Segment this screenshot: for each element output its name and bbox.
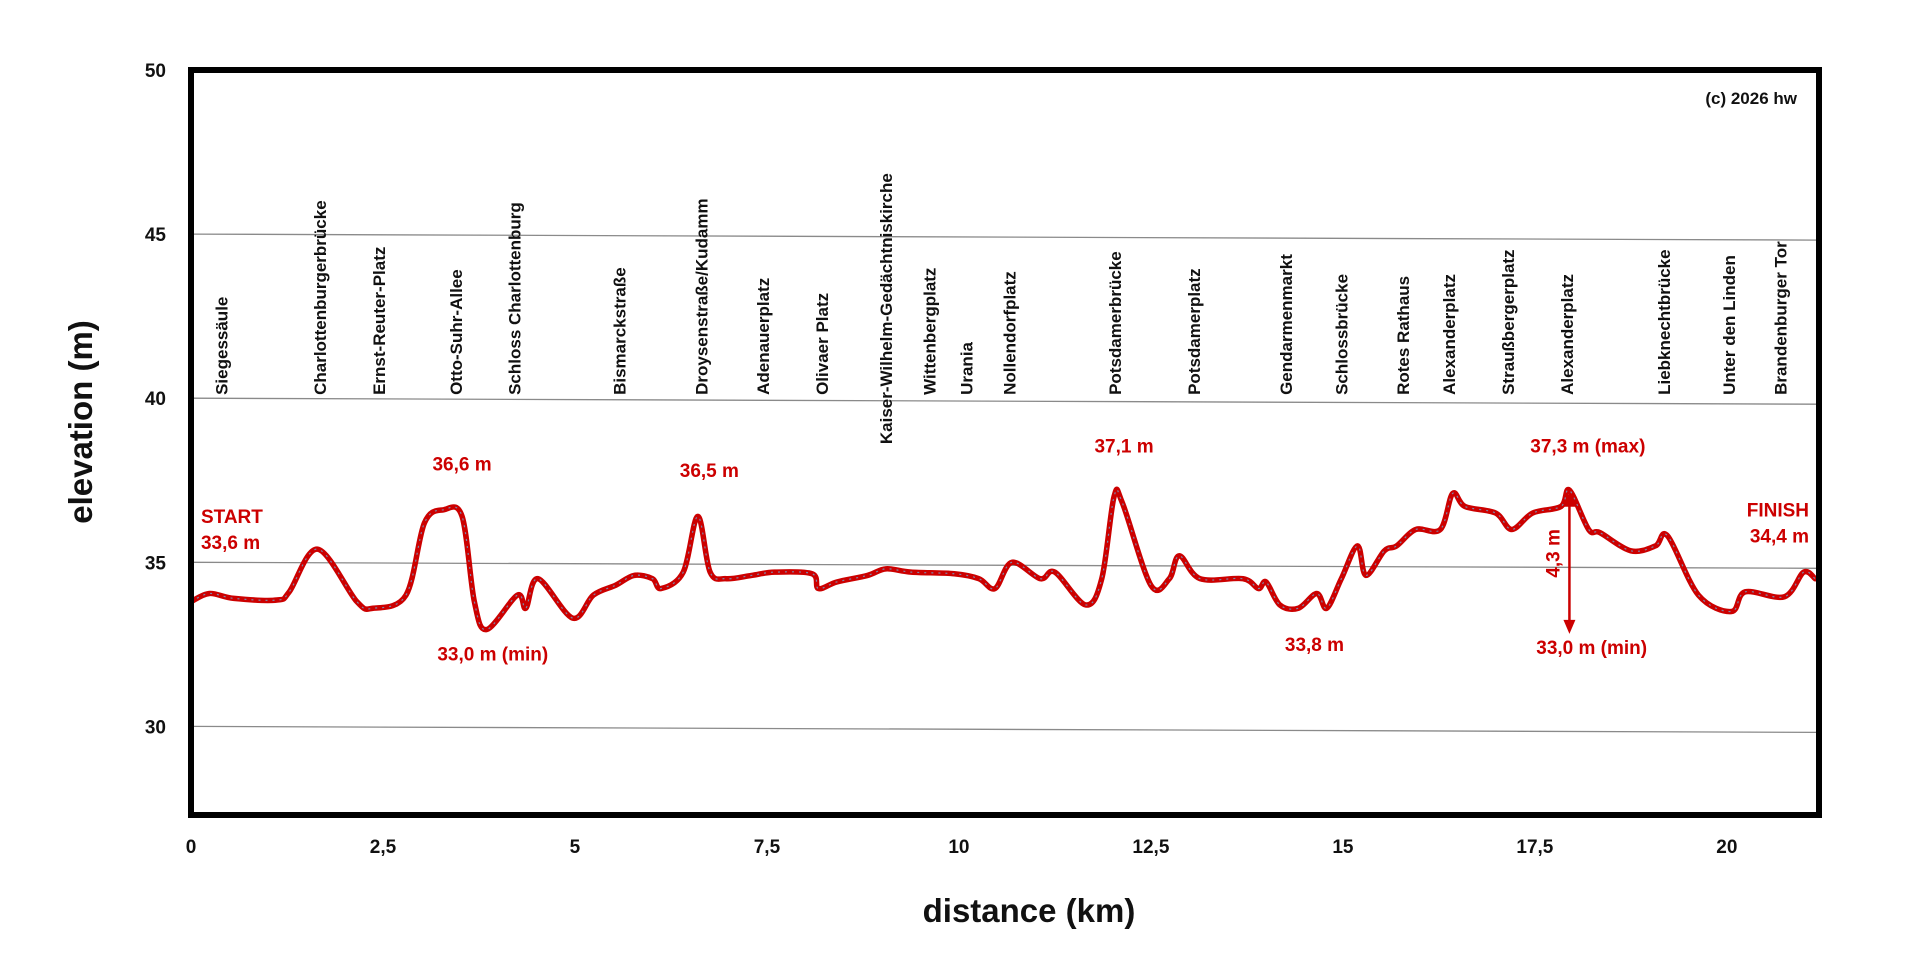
place-label: Adenauerplatz (754, 278, 773, 395)
place-label: Potsdamerplatz (1185, 268, 1204, 395)
place-label: Straußbergerplatz (1499, 249, 1518, 394)
annotation-label: FINISH (1747, 500, 1809, 521)
annotation-label: 36,5 m (680, 461, 739, 482)
place-label: Nollendorfplatz (1001, 271, 1020, 395)
annotations: START 33,6 m 36,6 m 33,0 m (min) 36,5 m 37,1 … (201, 436, 1809, 665)
annotation-label: 36,6 m (432, 454, 491, 475)
elevation-series (188, 486, 1818, 633)
elevation-line (188, 486, 1818, 633)
place-label: Wittenbergplatz (921, 268, 940, 395)
y-axis-label: elevation (m) (62, 320, 99, 524)
annotation-label: START (201, 507, 263, 528)
place-label: Kaiser-Wilhelm-Gedächtniskirche (877, 173, 896, 444)
y-tick-label: 40 (145, 389, 166, 410)
place-label: Ernst-Reuter-Platz (370, 247, 389, 395)
x-tick-label: 2,5 (370, 837, 397, 858)
place-label: Brandenburger Tor (1772, 241, 1791, 395)
annotation-label: 37,1 m (1094, 436, 1153, 457)
place-labels: Siegessäule Charlottenburgerbrücke Ernst-R… (213, 173, 1791, 444)
annotation-label: 33,6 m (201, 533, 260, 554)
place-label: Droysenstraße/Kudamm (693, 198, 712, 395)
place-label: Alexanderplatz (1558, 274, 1577, 395)
y-tick-label: 35 (145, 553, 167, 574)
annotation-label: 33,8 m (1285, 635, 1344, 656)
annotation-label: 33,0 m (min) (1536, 638, 1647, 659)
place-label: Otto-Suhr-Allee (447, 269, 466, 395)
annotation-label: 37,3 m (max) (1530, 436, 1645, 457)
x-axis-ticks: 0 2,5 5 7,5 10 12,5 15 17,5 20 (186, 837, 1738, 858)
x-tick-label: 20 (1716, 837, 1737, 858)
x-tick-label: 12,5 (1132, 837, 1169, 858)
place-label: Rotes Rathaus (1394, 276, 1413, 395)
annotation-label: 34,4 m (1750, 527, 1809, 548)
x-axis-label: distance (km) (923, 892, 1136, 929)
place-label: Gendarmenmarkt (1277, 254, 1296, 395)
place-label: Schloss Charlottenburg (505, 202, 524, 395)
gridline (190, 725, 1820, 734)
place-label: Charlottenburgerbrücke (311, 200, 330, 395)
x-tick-label: 10 (948, 837, 969, 858)
place-label: Siegessäule (213, 297, 232, 395)
y-tick-label: 45 (145, 225, 167, 246)
place-label: Liebknechtbrücke (1655, 249, 1674, 395)
y-tick-label: 50 (145, 61, 166, 82)
x-tick-label: 15 (1332, 837, 1354, 858)
place-label: Unter den Linden (1720, 255, 1739, 395)
y-axis-ticks: 30 35 40 45 50 (145, 61, 167, 738)
difference-label: 4,3 m (1543, 529, 1564, 578)
annotation-label: 33,0 m (min) (437, 645, 548, 666)
x-tick-label: 5 (570, 837, 581, 858)
x-tick-label: 17,5 (1516, 837, 1553, 858)
arrow-down-icon (1563, 619, 1576, 634)
place-label: Bismarckstraße (611, 267, 630, 395)
arrow-up-icon (1563, 492, 1576, 507)
gridline (190, 233, 1820, 241)
plot-frame (188, 67, 1822, 818)
place-label: Alexanderplatz (1440, 274, 1459, 395)
x-tick-label: 0 (186, 837, 197, 858)
place-label: Urania (958, 341, 977, 394)
place-label: Schlossbrücke (1332, 274, 1351, 395)
place-label: Potsdamerbrücke (1106, 251, 1125, 395)
x-tick-label: 7,5 (754, 837, 781, 858)
place-label: Olivaer Platz (813, 293, 832, 395)
gridline (190, 397, 1820, 405)
y-tick-label: 30 (145, 717, 166, 738)
copyright: (c) 2026 hw (1705, 89, 1797, 108)
gridlines (190, 233, 1820, 734)
